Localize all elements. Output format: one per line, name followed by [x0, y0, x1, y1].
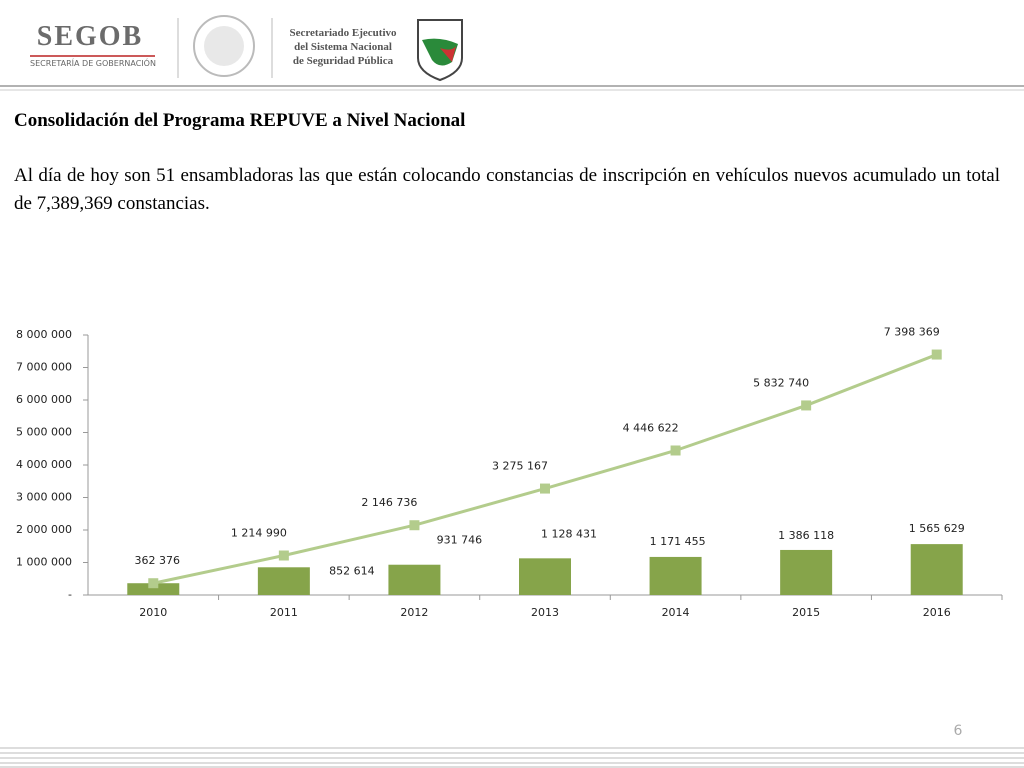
line-marker	[278, 550, 289, 561]
badge-map	[440, 46, 456, 62]
badge-map	[422, 38, 458, 66]
page-number: 6	[954, 723, 963, 739]
bar	[388, 564, 441, 595]
seal-inner	[204, 26, 244, 66]
seal	[193, 15, 255, 77]
heading: Consolidación del Programa REPUVE a Nive…	[14, 110, 466, 131]
bar	[519, 558, 571, 595]
bar	[127, 583, 180, 595]
footer: 6	[0, 723, 1024, 768]
logo-sub: SECRETARÍA DE GOBERNACIÓN	[30, 57, 156, 68]
x-tick-label: 2015	[792, 606, 820, 619]
bar-value-label: 1 171 455	[650, 535, 706, 548]
line-marker	[148, 578, 159, 589]
y-tick-label: 6 000 000	[16, 393, 72, 406]
y-tick-label: 8 000 000	[16, 328, 72, 341]
paragraph: Al día de hoy son 51 ensambladoras las q…	[14, 165, 1000, 214]
line-marker	[931, 349, 942, 360]
x-tick-label: 2010	[139, 606, 167, 619]
x-tick-label: 2012	[400, 606, 428, 619]
x-tick-label: 2016	[923, 606, 951, 619]
y-tick-label: 5 000 000	[16, 426, 72, 439]
y-tick-label: 3 000 000	[16, 491, 72, 504]
agency-line: Secretariado Ejecutivo	[289, 27, 397, 39]
x-tick-label: 2013	[531, 606, 559, 619]
bar-value-label: 931 746	[437, 534, 483, 547]
line-marker	[540, 483, 550, 494]
y-tick-label: -	[68, 588, 72, 601]
line-marker	[409, 520, 420, 531]
x-tick-label: 2014	[662, 606, 690, 619]
bar	[910, 544, 963, 595]
line-value-label: 2 146 736	[361, 496, 417, 509]
line-marker	[670, 445, 681, 456]
header: SEGOB SECRETARÍA DE GOBERNACIÓN Secretar…	[0, 15, 1024, 91]
bar	[257, 567, 310, 595]
bar-value-label: 852 614	[329, 564, 375, 577]
y-tick-label: 4 000 000	[16, 458, 72, 471]
bar-value-label: 1 565 629	[909, 522, 965, 535]
bar	[780, 549, 833, 595]
line-value-label: 1 214 990	[231, 527, 287, 540]
line-value-label: 7 398 369	[884, 326, 940, 339]
line-value-label: 5 832 740	[753, 376, 809, 389]
bar-value-label: 1 386 118	[778, 529, 834, 542]
line-value-label: 3 275 167	[492, 460, 548, 473]
y-tick-label: 7 000 000	[16, 361, 72, 374]
y-tick-label: 1 000 000	[16, 556, 72, 569]
line-value-label: 4 446 622	[623, 421, 679, 434]
line-marker	[801, 400, 812, 411]
chart: - 1 000 000 2 000 000 3 000 000 4 000 000 5 0…	[16, 326, 1003, 619]
agency-line: de Seguridad Pública	[293, 55, 394, 67]
x-tick-label: 2011	[270, 606, 298, 619]
y-tick-label: 2 000 000	[16, 523, 72, 536]
footer-stripes	[0, 747, 1024, 768]
line-value-label: 362 376	[135, 554, 181, 567]
bar-value-label: 1 128 431	[541, 527, 597, 540]
logo-main: SEGOB	[37, 21, 143, 52]
bar	[649, 556, 702, 595]
agency-line: del Sistema Nacional	[294, 41, 392, 53]
